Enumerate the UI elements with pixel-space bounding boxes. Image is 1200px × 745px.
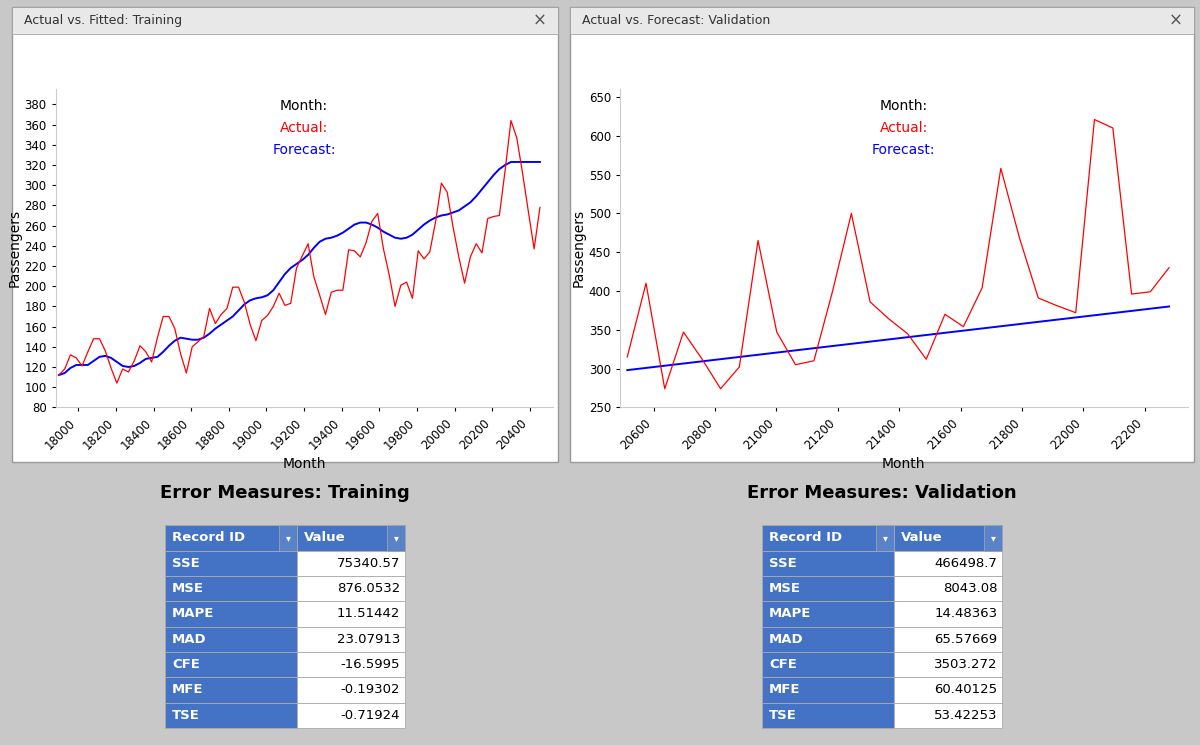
Text: ▾: ▾ [394, 533, 398, 543]
Text: Value: Value [901, 531, 943, 545]
Text: MSE: MSE [769, 582, 802, 595]
Text: 65.57669: 65.57669 [934, 633, 997, 646]
Y-axis label: Passengers: Passengers [7, 209, 22, 288]
Text: Actual:: Actual: [280, 121, 329, 135]
Text: Error Measures: Validation: Error Measures: Validation [748, 484, 1016, 502]
Text: -0.71924: -0.71924 [341, 708, 401, 722]
Y-axis label: Passengers: Passengers [572, 209, 586, 288]
Text: MAD: MAD [173, 633, 206, 646]
Text: 3503.272: 3503.272 [934, 658, 997, 671]
Text: Forecast:: Forecast: [872, 143, 936, 157]
Text: TSE: TSE [173, 708, 200, 722]
Text: 466498.7: 466498.7 [935, 557, 997, 570]
Text: Actual vs. Fitted: Training: Actual vs. Fitted: Training [24, 14, 182, 27]
Text: Error Measures: Training: Error Measures: Training [160, 484, 410, 502]
Text: 53.42253: 53.42253 [934, 708, 997, 722]
Text: ▾: ▾ [882, 533, 888, 543]
Text: MFE: MFE [173, 683, 204, 697]
Text: SSE: SSE [173, 557, 200, 570]
Text: 23.07913: 23.07913 [337, 633, 401, 646]
Text: MAPE: MAPE [769, 607, 811, 621]
Text: -16.5995: -16.5995 [341, 658, 401, 671]
Text: 8043.08: 8043.08 [943, 582, 997, 595]
Text: 876.0532: 876.0532 [337, 582, 401, 595]
X-axis label: Month: Month [282, 457, 326, 472]
Text: CFE: CFE [769, 658, 797, 671]
Text: 11.51442: 11.51442 [337, 607, 401, 621]
X-axis label: Month: Month [882, 457, 925, 472]
Text: Actual vs. Forecast: Validation: Actual vs. Forecast: Validation [582, 14, 770, 27]
Text: ▾: ▾ [286, 533, 290, 543]
Text: MAD: MAD [769, 633, 804, 646]
Text: ▾: ▾ [990, 533, 996, 543]
Text: Month:: Month: [880, 99, 928, 112]
Text: MSE: MSE [173, 582, 204, 595]
Text: TSE: TSE [769, 708, 797, 722]
Text: Actual:: Actual: [880, 121, 928, 135]
Text: Record ID: Record ID [769, 531, 842, 545]
Text: Value: Value [305, 531, 346, 545]
Text: 14.48363: 14.48363 [934, 607, 997, 621]
Text: ×: × [533, 11, 547, 30]
Text: MFE: MFE [769, 683, 800, 697]
Text: Month:: Month: [280, 99, 328, 112]
Text: Record ID: Record ID [173, 531, 245, 545]
Text: 60.40125: 60.40125 [934, 683, 997, 697]
Text: -0.19302: -0.19302 [341, 683, 401, 697]
Text: ×: × [1169, 11, 1183, 30]
Text: Forecast:: Forecast: [272, 143, 336, 157]
Text: CFE: CFE [173, 658, 200, 671]
Text: SSE: SSE [769, 557, 797, 570]
Text: MAPE: MAPE [173, 607, 215, 621]
Text: 75340.57: 75340.57 [337, 557, 401, 570]
